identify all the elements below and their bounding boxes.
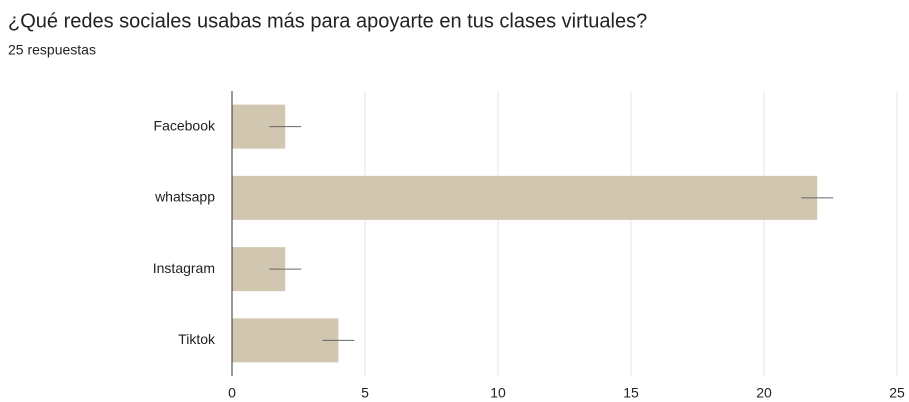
y-tick-label: Facebook [154,117,216,133]
x-tick-label: 20 [756,385,772,401]
bar [232,175,818,220]
y-tick-label: Instagram [153,260,215,276]
chart-title: ¿Qué redes sociales usabas más para apoy… [8,10,647,32]
chart-subtitle: 25 respuestas [8,42,96,58]
x-tick-label: 5 [361,385,369,401]
y-tick-label: Tiktok [178,331,216,347]
x-tick-label: 0 [228,385,236,401]
x-tick-label: 10 [490,385,506,401]
bar [232,318,339,363]
x-tick-label: 25 [889,385,905,401]
x-tick-label: 15 [623,385,639,401]
y-tick-label: whatsapp [154,189,215,205]
